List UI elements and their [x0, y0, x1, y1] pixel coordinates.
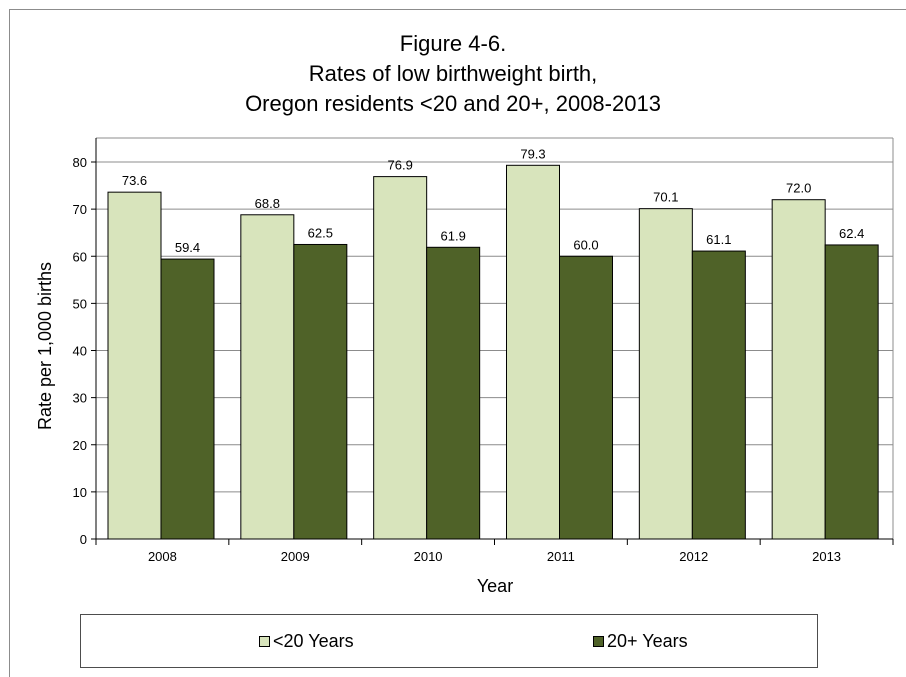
chart-frame	[9, 9, 906, 677]
data-label-20-plus: 62.5	[308, 225, 333, 240]
y-tick-label: 20	[73, 438, 87, 453]
y-tick-label: 40	[73, 344, 87, 359]
data-label-under-20: 72.0	[786, 181, 811, 196]
y-tick-label: 30	[73, 391, 87, 406]
legend: <20 Years 20+ Years	[80, 614, 818, 668]
data-label-20-plus: 61.9	[441, 228, 466, 243]
chart-title-line-2: Rates of low birthweight birth,	[308, 61, 598, 86]
x-tick-label: 2013	[812, 549, 841, 564]
legend-label-under-20: <20 Years	[273, 631, 354, 651]
legend-item-under-20: <20 Years	[259, 631, 354, 651]
bar-under-20	[240, 214, 295, 540]
x-tick-label: 2011	[547, 549, 575, 564]
legend-swatch-20-plus	[593, 635, 604, 647]
x-axis-title: Year	[477, 576, 513, 596]
bar-under-20	[771, 199, 826, 540]
data-label-20-plus: 60.0	[573, 237, 598, 252]
x-tick-label: 2009	[281, 549, 310, 564]
data-label-20-plus: 59.4	[175, 240, 200, 255]
bar-20-plus	[691, 250, 746, 540]
bar-20-plus	[293, 243, 348, 540]
bar-under-20	[107, 191, 162, 540]
data-label-20-plus: 61.1	[706, 232, 731, 247]
data-label-20-plus: 62.4	[839, 226, 864, 241]
x-tick-label: 2008	[148, 549, 177, 564]
gridlines	[96, 137, 894, 539]
y-tick-label: 70	[73, 202, 87, 217]
x-tick-label: 2010	[414, 549, 443, 564]
legend-swatch-under-20	[259, 635, 270, 647]
y-tick-label: 10	[73, 485, 87, 500]
data-label-under-20: 79.3	[520, 146, 545, 161]
bar-under-20	[638, 208, 693, 540]
bar-20-plus	[824, 244, 879, 540]
x-tick-label: 2012	[679, 549, 708, 564]
data-label-under-20: 70.1	[653, 190, 678, 205]
chart-title-line-1: Figure 4-6.	[399, 31, 507, 56]
y-tick-label: 0	[80, 532, 87, 547]
axes: 0 10 20 30 40 50 60 70 80 2008 2009 2010 2011 2012 201…	[73, 138, 894, 564]
legend-item-20-plus: 20+ Years	[593, 631, 688, 651]
bars	[107, 164, 879, 540]
bar-under-20	[506, 164, 560, 540]
data-labels: 73.6 59.4 68.8 62.5 76.9 61.9 79.3 60.0 70.1 61.1…	[122, 146, 864, 255]
y-tick-label: 50	[73, 296, 87, 311]
data-label-under-20: 76.9	[388, 158, 413, 173]
bar-20-plus	[426, 246, 481, 540]
legend-label-20-plus: 20+ Years	[607, 631, 688, 651]
y-tick-label: 60	[73, 249, 87, 264]
bar-20-plus	[160, 258, 215, 540]
data-label-under-20: 68.8	[255, 196, 280, 211]
bar-under-20	[373, 176, 428, 540]
data-label-under-20: 73.6	[122, 173, 147, 188]
y-axis-title: Rate per 1,000 births	[35, 262, 55, 430]
bar-20-plus	[559, 255, 613, 540]
y-tick-label: 80	[73, 155, 87, 170]
chart-title-line-3: Oregon residents <20 and 20+, 2008-2013	[245, 91, 661, 116]
